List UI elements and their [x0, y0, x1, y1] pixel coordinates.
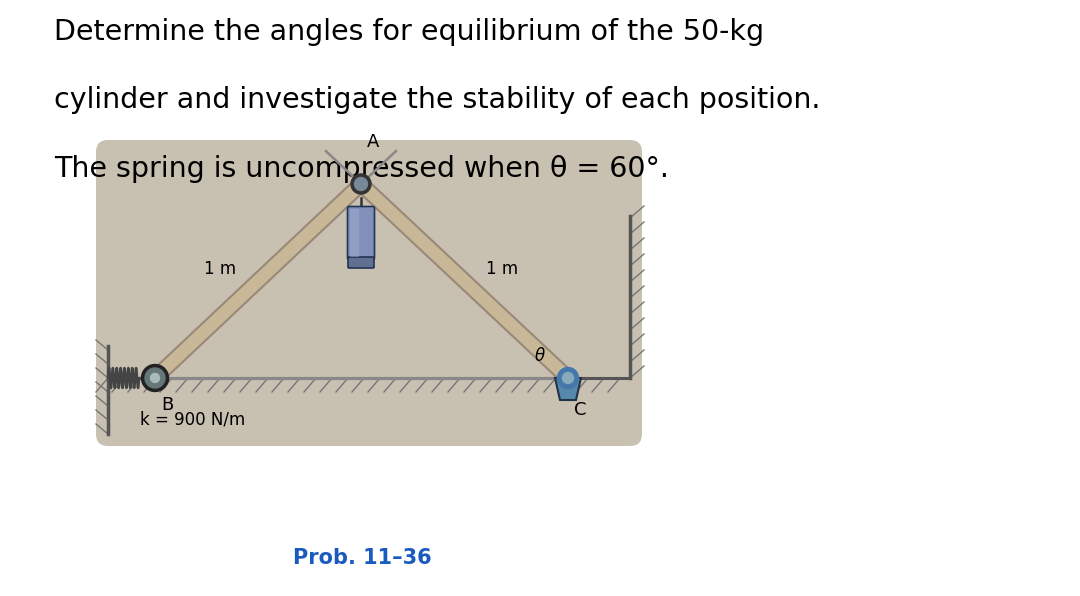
Circle shape: [557, 368, 579, 389]
Text: 1 m: 1 m: [204, 260, 237, 278]
Text: θ: θ: [535, 347, 545, 365]
Text: k = 900 N/m: k = 900 N/m: [140, 411, 245, 429]
Circle shape: [150, 374, 160, 383]
Circle shape: [354, 178, 367, 191]
Circle shape: [145, 368, 165, 388]
Text: The spring is uncompressed when θ = 60°.: The spring is uncompressed when θ = 60°.: [54, 155, 669, 183]
Polygon shape: [555, 378, 581, 400]
FancyBboxPatch shape: [348, 206, 375, 259]
Text: A: A: [367, 133, 379, 151]
Text: C: C: [573, 401, 586, 419]
Text: cylinder and investigate the stability of each position.: cylinder and investigate the stability o…: [54, 86, 821, 114]
Text: B: B: [161, 396, 173, 414]
FancyBboxPatch shape: [348, 257, 374, 268]
Circle shape: [141, 365, 168, 392]
Text: 1 m: 1 m: [486, 260, 518, 278]
FancyBboxPatch shape: [350, 209, 360, 257]
Circle shape: [351, 174, 372, 194]
Text: Prob. 11–36: Prob. 11–36: [293, 548, 431, 568]
Circle shape: [563, 372, 573, 383]
FancyBboxPatch shape: [96, 140, 642, 446]
Text: Determine the angles for equilibrium of the 50-kg: Determine the angles for equilibrium of …: [54, 18, 765, 46]
